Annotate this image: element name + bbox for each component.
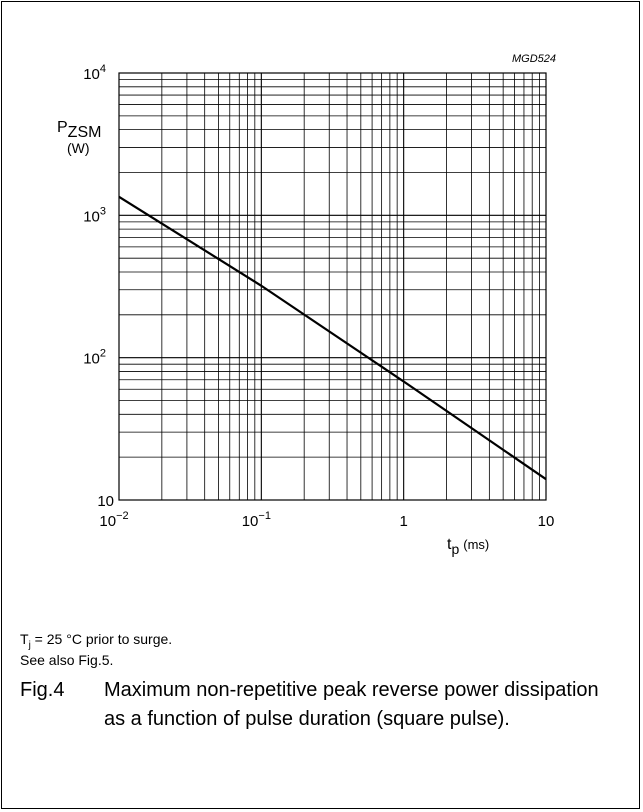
x-axis-unit: (ms) xyxy=(463,537,489,552)
plot-area xyxy=(118,72,547,501)
conditions-line-1: Tj = 25 °C prior to surge. xyxy=(20,631,173,651)
y-axis-unit: (W) xyxy=(67,140,90,156)
x-tick-label: 10 xyxy=(538,513,555,530)
figure-number: Fig.4 xyxy=(20,679,65,701)
y-tick-label: 103 xyxy=(83,205,106,225)
x-tick-label: 10−2 xyxy=(99,510,128,530)
y-tick-label: 104 xyxy=(83,63,106,83)
y-axis-label: PZSM xyxy=(57,119,101,141)
figure-code: MGD524 xyxy=(512,53,556,65)
x-axis-label: tp (ms) xyxy=(447,536,489,557)
y-tick-label: 10 xyxy=(97,493,114,510)
chart-minor-grid xyxy=(119,73,546,500)
conditions-line-2: See also Fig.5. xyxy=(20,652,114,668)
x-tick-labels: 10−2 10−1 1 10 xyxy=(99,510,554,530)
x-axis-subscript: p xyxy=(451,541,459,557)
y-tick-labels: 10 102 103 104 xyxy=(83,63,114,510)
figure-caption-text: Maximum non-repetitive peak reverse powe… xyxy=(104,679,599,730)
series-line xyxy=(118,195,547,481)
y-axis-symbol: P xyxy=(57,119,68,136)
x-tick-label: 10−1 xyxy=(242,510,271,530)
y-tick-label: 102 xyxy=(83,348,106,368)
chart-series xyxy=(118,195,547,481)
x-tick-label: 1 xyxy=(399,513,407,530)
chart-major-grid xyxy=(119,73,546,500)
y-axis-subscript: ZSM xyxy=(68,124,102,141)
x-axis-symbol: t xyxy=(447,536,452,553)
